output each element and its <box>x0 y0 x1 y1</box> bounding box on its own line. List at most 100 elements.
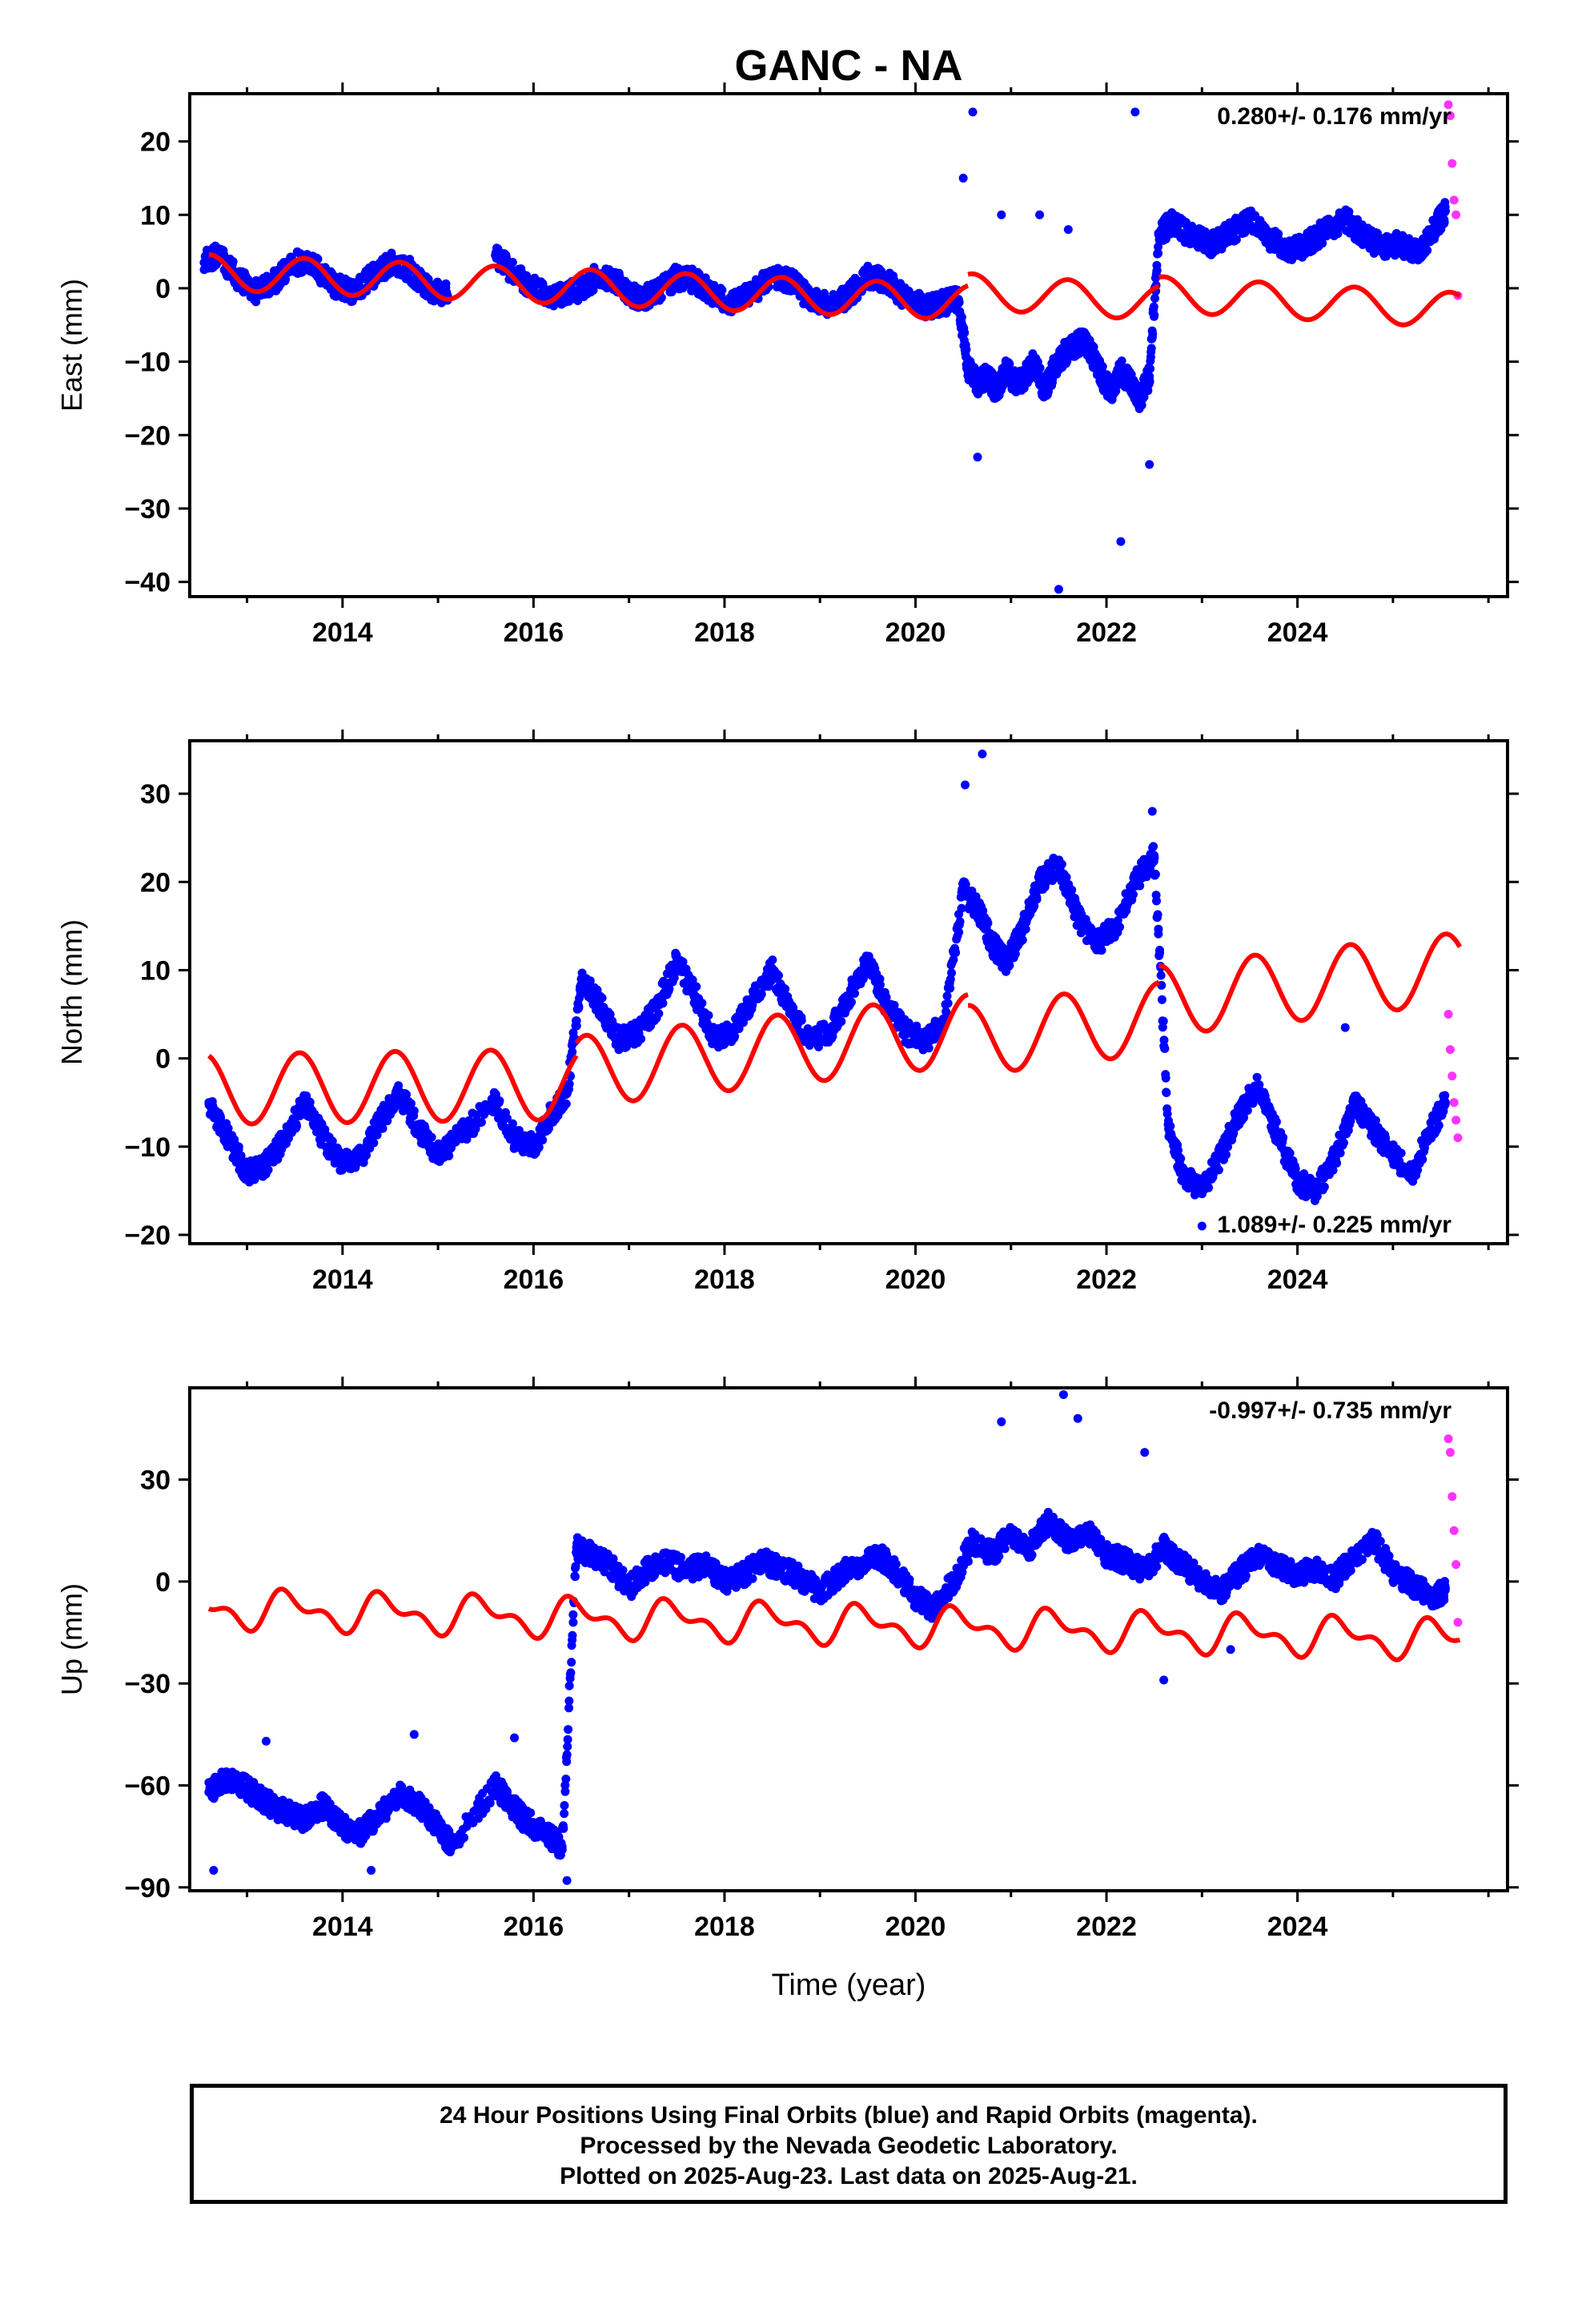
model-curve-segment <box>1158 274 1462 328</box>
east-panel: 2014 2016 2018 2020 2022 2024−40−30−20−100102… <box>55 82 1519 648</box>
final-orbit-point <box>734 1024 744 1034</box>
final-orbit-point <box>472 1110 482 1120</box>
final-orbit-point <box>881 992 891 1002</box>
final-orbit-point <box>1413 1165 1423 1175</box>
final-orbit-point <box>1150 294 1160 304</box>
final-orbit-point <box>427 1132 436 1142</box>
final-orbit-point <box>1221 1150 1231 1160</box>
final-orbit-point <box>1439 217 1449 227</box>
final-orbit-point <box>1150 853 1159 862</box>
final-orbit-point <box>850 988 860 998</box>
final-orbit-point <box>409 1106 419 1116</box>
final-orbit-point <box>228 257 238 267</box>
final-orbit-point <box>797 1015 806 1025</box>
final-orbit-point <box>1339 1138 1348 1148</box>
final-orbit-outlier-point <box>958 173 968 183</box>
final-orbit-point <box>1030 902 1039 911</box>
plot-frame <box>188 92 1509 598</box>
final-orbit-point <box>263 1165 273 1175</box>
final-orbit-outlier-point <box>1147 806 1157 816</box>
final-orbit-point <box>636 1034 646 1043</box>
final-orbit-point <box>1157 980 1166 990</box>
final-orbit-point <box>605 1010 615 1019</box>
final-orbit-point <box>572 1021 581 1031</box>
final-orbit-outlier-point <box>1340 1023 1350 1032</box>
final-orbit-point <box>951 948 961 958</box>
final-orbit-point <box>1154 248 1163 258</box>
final-orbit-point <box>1252 1072 1262 1082</box>
final-orbit-point <box>1157 995 1166 1004</box>
model-curve-segment <box>968 979 1160 1073</box>
final-orbit-point <box>1255 1080 1264 1090</box>
rapid-orbit-point <box>1452 1116 1461 1125</box>
final-orbit-point <box>1021 924 1030 934</box>
final-orbit-point <box>1146 344 1156 353</box>
final-orbit-point <box>962 344 971 354</box>
final-orbit-point <box>1035 363 1045 372</box>
final-orbit-point <box>1279 1132 1288 1142</box>
rapid-orbit-point <box>1445 111 1455 121</box>
final-orbit-outlier-point <box>1063 225 1073 235</box>
final-orbit-point <box>1271 1117 1281 1127</box>
y-tick-label: 10 <box>140 200 171 231</box>
final-orbit-outlier-point <box>1130 107 1140 117</box>
rapid-orbit-point <box>1452 210 1461 219</box>
final-orbit-point <box>957 903 966 913</box>
final-orbit-point <box>1243 1106 1252 1116</box>
final-orbit-point <box>730 1031 740 1041</box>
velocity-rate-label: 0.280+/- 0.176 mm/yr <box>1217 103 1452 130</box>
x-tick-label: 2018 <box>694 617 755 648</box>
final-orbit-point <box>1312 1192 1322 1201</box>
final-orbit-point <box>789 1003 798 1012</box>
final-orbit-point <box>1371 1116 1380 1125</box>
final-orbit-point <box>538 1136 548 1145</box>
y-tick-label: 20 <box>140 127 171 158</box>
final-orbit-point <box>692 982 701 991</box>
final-orbit-point <box>1161 1073 1170 1083</box>
final-orbit-point <box>1149 302 1158 312</box>
final-orbit-point <box>1156 971 1166 980</box>
final-orbit-point <box>378 1124 387 1133</box>
final-orbit-point <box>954 297 964 307</box>
final-orbit-point <box>1097 946 1106 955</box>
x-tick-label: 2014 <box>312 617 373 648</box>
final-orbit-point <box>1346 1116 1355 1126</box>
final-orbit-point <box>1440 1098 1450 1108</box>
final-orbit-point <box>495 1096 504 1106</box>
final-orbit-point <box>960 328 970 338</box>
final-orbit-point <box>1146 364 1155 373</box>
final-orbit-point <box>1149 842 1158 851</box>
final-orbit-point <box>1005 960 1014 970</box>
model-curve-segment <box>967 271 1160 320</box>
final-orbit-point <box>1155 948 1165 958</box>
final-orbit-outlier-point <box>1035 210 1045 219</box>
final-orbit-point <box>502 1113 512 1123</box>
final-orbit-point <box>1160 1043 1170 1053</box>
final-orbit-point <box>669 973 679 983</box>
final-orbit-point <box>1440 1091 1450 1100</box>
final-orbit-point <box>1214 1165 1223 1175</box>
final-orbit-point <box>654 1009 664 1019</box>
final-orbit-point <box>1145 376 1154 386</box>
final-orbit-point <box>402 1090 412 1100</box>
final-orbit-outlier-point <box>968 107 978 117</box>
final-orbit-point <box>369 1138 379 1148</box>
final-orbit-point <box>1089 342 1098 352</box>
rapid-orbit-point <box>1453 1133 1463 1143</box>
final-orbit-outlier-point <box>961 780 970 790</box>
final-orbit-point <box>1135 881 1145 891</box>
final-orbit-outlier-point <box>1054 585 1063 594</box>
final-orbit-point <box>781 984 790 994</box>
final-orbit-point <box>998 381 1007 391</box>
final-orbit-outlier-point <box>973 452 982 462</box>
north-panel: 2014 2016 2018 2020 2022 2024−20−100102030Nor… <box>55 730 1519 1295</box>
final-orbit-point <box>1418 1155 1427 1164</box>
final-orbit-point <box>1396 1148 1406 1158</box>
final-orbit-point <box>585 976 595 986</box>
final-orbit-point <box>697 999 707 1008</box>
model-curve-segment <box>208 251 970 321</box>
y-tick-label: −40 <box>124 568 171 598</box>
final-orbit-outlier-point <box>978 750 987 759</box>
final-orbit-point <box>508 258 517 267</box>
final-orbit-point <box>1434 1120 1443 1130</box>
